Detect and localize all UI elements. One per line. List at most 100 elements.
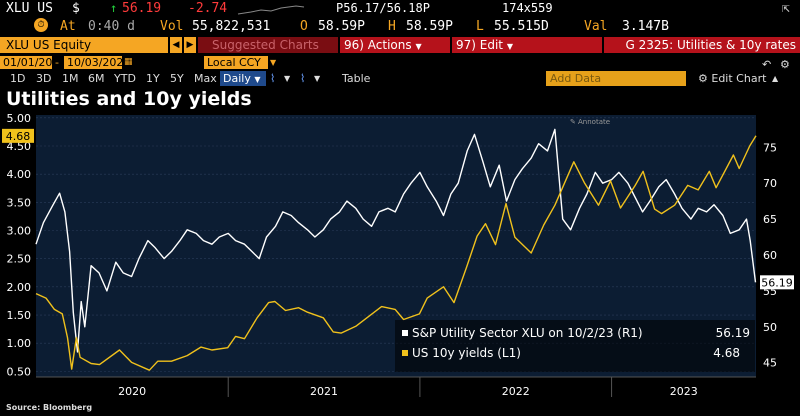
chevron-down-icon[interactable]: ▼ [314,74,321,83]
at-label: At [60,19,76,34]
settings-icon[interactable]: ⚙ [780,58,790,71]
right-tick-label: 45 [763,357,777,370]
left-tick-label: 2.00 [7,281,32,294]
x-tick-label: 2020 [118,385,146,398]
left-tick-label: 1.00 [7,337,32,350]
x-tick-label: 2023 [670,385,698,398]
edit-label: 97) Edit [456,38,504,52]
high-label: H [388,19,396,34]
legend-yield-label: US 10y yields (L1) [412,346,521,360]
ticker-symbol[interactable]: XLU US [6,1,53,16]
gear-icon: ⚙ [698,72,708,85]
left-tick-label: 5.00 [7,112,32,125]
vol-label: Vol [160,19,184,34]
frequency-label: Daily [223,72,251,85]
yield-last-tag [2,128,34,143]
line-chart-icon[interactable]: ⌇ [270,72,276,85]
at-time: 0:40 d [88,19,135,34]
chevron-up-icon[interactable]: ▲ [772,74,779,83]
calendar-icon[interactable]: ▦ [124,57,133,67]
expand-icon[interactable]: ⇱ [782,1,790,16]
chevron-down-icon: ▼ [415,42,422,51]
chart-type-icon[interactable]: ⌇ [300,72,306,85]
period-1y[interactable]: 1Y [146,72,160,85]
table-button[interactable]: Table [342,72,371,85]
left-tick-label: 3.00 [7,225,32,238]
command-bar: XLU US Equity ◀ ▶ Suggested Charts 96) A… [0,37,800,53]
legend-yield-swatch [402,350,408,356]
legend-xlu-value: 56.19 [716,326,750,340]
ticker-bar: XLU US $ ↑ 56.19 -2.74 P56.17/56.18P 174… [0,0,800,18]
actions-menu[interactable]: 96) Actions ▼ [340,37,450,53]
up-arrow-icon: ↑ [110,1,118,15]
xlu-last-value: 56.19 [761,276,793,289]
next-icon[interactable]: ▶ [184,37,196,53]
right-tick-label: 75 [763,141,777,154]
right-tick-label: 70 [763,177,777,190]
right-tick-label: 65 [763,213,777,226]
chart-name: G 2325: Utilities & 10y rates [604,37,800,53]
right-tick-label: 50 [763,321,777,334]
frequency-select[interactable]: Daily ▼ [220,71,266,86]
legend-xlu-label: S&P Utility Sector XLU on 10/2/23 (R1) [412,326,643,340]
period-bar: 1D 3D 1M 6M YTD 1Y 5Y Max Daily ▼ ⌇ ▼ ⌇ … [0,58,800,86]
suggested-charts-button[interactable]: Suggested Charts [198,37,338,53]
edit-menu[interactable]: 97) Edit ▼ [452,37,602,53]
left-tick-label: 2.50 [7,253,32,266]
currency: $ [72,1,80,16]
low-label: L [476,19,484,34]
legend-xlu: S&P Utility Sector XLU on 10/2/23 (R1) 5… [402,326,750,340]
period-1d[interactable]: 1D [10,72,26,85]
quote-size: 174x559 [502,1,553,15]
date-range-bar: 01/01/2020 - 10/03/2023 ▦ Local CCY ▼ [0,56,800,69]
currency-select[interactable]: Local CCY [204,56,268,69]
add-data-input[interactable]: Add Data [546,71,686,86]
val-amount: 3.147B [622,19,669,34]
period-ytd[interactable]: YTD [114,72,136,85]
chart: 0.50 1.00 1.50 2.00 2.50 3.00 3.50 4.00 4.50 5.00… [2,112,794,398]
period-3d[interactable]: 3D [36,72,52,85]
edit-chart-button[interactable]: ⚙ Edit Chart [698,71,766,86]
val-label: Val [584,19,608,34]
sparkline-icon [237,5,305,15]
start-date-input[interactable]: 01/01/2020 [0,56,66,69]
left-tick-label: 1.50 [7,309,32,322]
last-price: 56.19 [122,1,162,16]
right-tick-label: 60 [763,249,777,262]
clock-icon: ⏱ [34,18,48,32]
x-tick-label: 2021 [310,385,338,398]
legend-box [395,320,755,372]
period-6m[interactable]: 6M [88,72,105,85]
security-field[interactable]: XLU US Equity [0,37,168,53]
chevron-down-icon: ▼ [506,42,513,51]
low-price: 55.515D [494,19,549,34]
chart-title: Utilities and 10y yields [6,88,252,110]
actions-label: 96) Actions [344,38,412,52]
yield-last-value: 4.68 [6,130,31,143]
chevron-down-icon: ▼ [254,75,261,84]
price-change: -2.74 [188,1,228,16]
xlu-last-tag [760,275,794,290]
period-5y[interactable]: 5Y [170,72,184,85]
annotate-label[interactable]: Annotate [578,118,610,126]
annotate-icon[interactable]: ✎ [570,118,576,126]
series-line-xlu [35,128,757,353]
prev-icon[interactable]: ◀ [170,37,182,53]
legend-yield-value: 4.68 [713,346,740,360]
legend-yield: US 10y yields (L1) 4.68 [402,346,740,360]
legend-xlu-swatch [402,330,408,336]
series-line-yield [35,135,757,371]
x-tick-label: 2022 [502,385,530,398]
left-tick-label: 4.00 [7,168,32,181]
period-1m[interactable]: 1M [62,72,79,85]
volume: 55,822,531 [192,19,271,34]
open-price: 58.59P [318,19,365,34]
undo-icon[interactable]: ↶ [762,58,772,71]
open-label: O [300,19,308,34]
chevron-down-icon[interactable]: ▼ [284,74,291,83]
source-note: Source: Bloomberg [6,403,93,412]
left-tick-label: 0.50 [7,365,32,378]
period-max[interactable]: Max [194,72,217,85]
chevron-down-icon[interactable]: ▼ [270,58,277,67]
end-date-input[interactable]: 10/03/2023 [64,56,130,69]
